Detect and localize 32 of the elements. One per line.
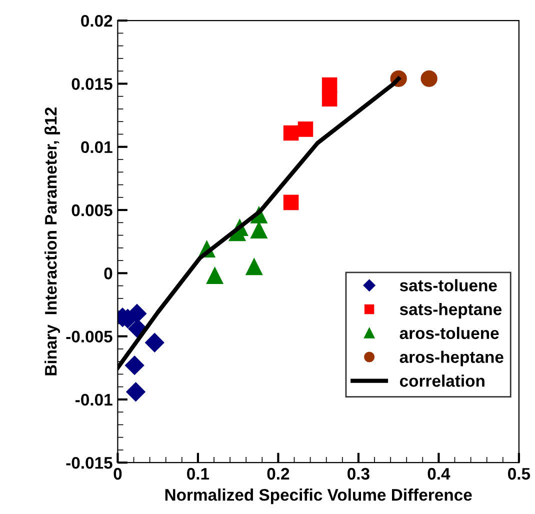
point: [246, 258, 262, 276]
point: [126, 382, 146, 402]
point: [283, 194, 299, 210]
point: [283, 125, 299, 141]
x-tick-label: 0.1: [187, 468, 210, 480]
point: [420, 70, 438, 87]
legend-label: aros-toluene: [400, 326, 499, 340]
y-tick-label: 0.01: [81, 141, 112, 154]
legend-label: sats-toluene: [400, 279, 497, 292]
x-tick-label: 0.5: [508, 468, 530, 480]
legend-label: correlation: [400, 374, 484, 387]
legend-label: sats-heptane: [400, 302, 502, 319]
y-tick-label: 0.005: [72, 204, 112, 216]
point: [145, 333, 164, 352]
point: [206, 267, 224, 284]
y-tick-label: -0.01: [76, 394, 112, 406]
y-tick-label: 0.015: [72, 78, 112, 90]
point: [298, 122, 314, 137]
y-tick-label: -0.005: [66, 330, 112, 343]
x-tick-label: 0: [114, 468, 122, 480]
point: [322, 91, 338, 107]
x-tick-label: 0.4: [428, 468, 450, 480]
y-tick-label: -0.015: [66, 457, 112, 469]
point: [125, 356, 144, 375]
legend-label: aros-heptane: [400, 350, 504, 366]
x-tick-label: 0.2: [267, 468, 290, 480]
x-axis-title: Normalized Specific Volume Difference: [165, 488, 472, 504]
y-tick-label: 0: [104, 268, 112, 280]
y-tick-label: 0.02: [81, 14, 112, 27]
point: [250, 222, 268, 239]
x-tick-label: 0.3: [348, 468, 370, 480]
y-axis-title: Binary Interaction Parameter, β12: [44, 107, 60, 376]
